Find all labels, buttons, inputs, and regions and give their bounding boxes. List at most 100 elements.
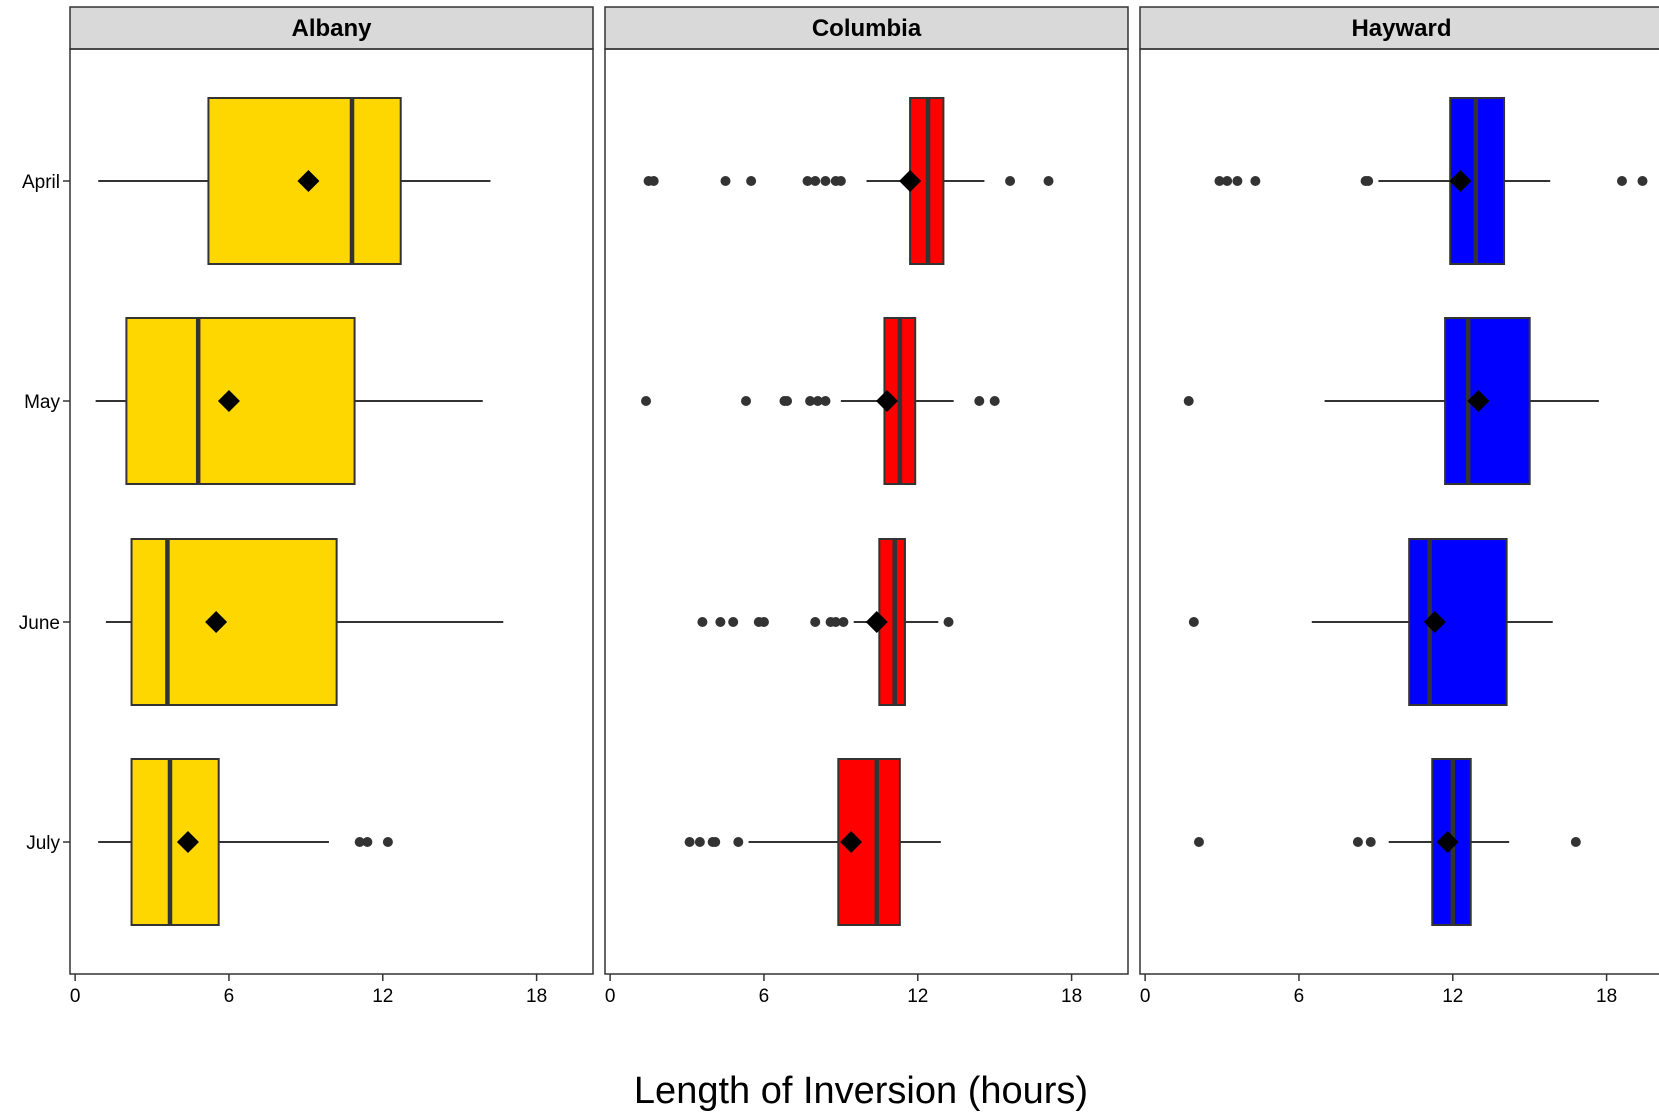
x-tick-label: 18 [1596, 986, 1617, 1007]
x-tick-label: 6 [224, 986, 235, 1007]
outlier-point [648, 176, 659, 186]
mean-marker [1423, 611, 1446, 633]
outlier-point [805, 396, 816, 406]
x-axis-label: Length of Inversion (hours) [634, 1070, 1088, 1112]
outlier-point [715, 617, 726, 627]
panel-border [1139, 48, 1659, 975]
box-april [98, 97, 491, 265]
outlier-point [362, 837, 373, 847]
box-may [95, 317, 483, 485]
outlier-point [697, 617, 708, 627]
outlier-point [830, 617, 841, 627]
outlier-point [820, 176, 831, 186]
outlier-point [746, 176, 757, 186]
outlier-point [1616, 176, 1627, 186]
box-july [98, 758, 393, 926]
outlier-point [1250, 176, 1261, 186]
outlier-point [1183, 396, 1194, 406]
outlier-point [1222, 176, 1233, 186]
facet-strip [604, 6, 1129, 50]
outlier-point [810, 176, 821, 186]
box-may [641, 317, 1000, 485]
outlier-point [810, 617, 821, 627]
box-july [684, 758, 941, 926]
outlier-point [989, 396, 1000, 406]
outlier-point [641, 396, 652, 406]
outlier-point [728, 617, 739, 627]
facet-strip-label: Hayward [1351, 15, 1451, 42]
iqr-box [125, 317, 356, 485]
mean-marker [176, 831, 199, 853]
x-tick-label: 12 [1442, 986, 1463, 1007]
iqr-box [837, 758, 901, 926]
outlier-point [710, 837, 721, 847]
box-may [1183, 317, 1599, 485]
box-june [1188, 538, 1553, 706]
x-tick-label: 12 [372, 986, 393, 1007]
mean-marker [1436, 831, 1459, 853]
y-tick-label: July [26, 833, 60, 854]
box-april [643, 97, 1054, 265]
facet-strip-label: Columbia [812, 15, 922, 42]
outlier-point [758, 617, 769, 627]
outlier-point [802, 176, 813, 186]
mean-marker [1449, 170, 1472, 192]
outlier-point [812, 396, 823, 406]
outlier-point [1352, 837, 1363, 847]
outlier-point [382, 837, 393, 847]
x-tick-label: 6 [1294, 986, 1305, 1007]
outlier-point [835, 176, 846, 186]
outlier-point [1637, 176, 1648, 186]
outlier-point [1232, 176, 1243, 186]
mean-marker [1467, 390, 1490, 412]
mean-marker [899, 170, 922, 192]
panel-border [604, 48, 1129, 975]
outlier-point [1570, 837, 1581, 847]
x-tick-label: 18 [1061, 986, 1082, 1007]
outlier-point [974, 396, 985, 406]
y-tick-label: June [19, 613, 60, 634]
outlier-point [733, 837, 744, 847]
mean-marker [876, 390, 899, 412]
iqr-box [130, 758, 220, 926]
x-tick-label: 18 [526, 986, 547, 1007]
x-tick-label: 6 [759, 986, 770, 1007]
x-tick-label: 0 [70, 986, 81, 1007]
mean-marker [865, 611, 888, 633]
panel-hayward: Hayward 0 6 12 18 [1139, 6, 1659, 1007]
outlier-point [1188, 617, 1199, 627]
mean-marker [217, 390, 240, 412]
outlier-point [354, 837, 365, 847]
outlier-point [694, 837, 705, 847]
x-tick-label: 0 [1140, 986, 1151, 1007]
facet-strip-label: Albany [291, 15, 372, 42]
outlier-point [1005, 176, 1016, 186]
outlier-point [782, 396, 793, 406]
x-tick-label: 12 [907, 986, 928, 1007]
outlier-point [820, 396, 831, 406]
outlier-point [1193, 837, 1204, 847]
y-tick-label: May [24, 392, 60, 413]
outlier-point [943, 617, 954, 627]
mean-marker [205, 611, 228, 633]
box-april [1214, 97, 1648, 265]
y-tick-label: April [22, 172, 60, 193]
x-tick-label: 0 [605, 986, 616, 1007]
iqr-box [130, 538, 338, 706]
panel-columbia: Columbia 0 6 12 18 [604, 6, 1129, 1007]
facet-strip [69, 6, 594, 50]
outlier-point [1043, 176, 1054, 186]
outlier-point [741, 396, 752, 406]
box-july [1193, 758, 1581, 926]
box-june [105, 538, 504, 706]
outlier-point [1365, 837, 1376, 847]
outlier-point [684, 837, 695, 847]
mean-marker [840, 831, 863, 853]
outlier-point [838, 617, 849, 627]
mean-marker [297, 170, 320, 192]
outlier-point [1214, 176, 1225, 186]
box-june [697, 538, 954, 706]
iqr-box [1408, 538, 1508, 706]
panels-layer: April May June July Albany 0 6 12 18 Columbia 0 6 12… [19, 6, 1659, 1007]
